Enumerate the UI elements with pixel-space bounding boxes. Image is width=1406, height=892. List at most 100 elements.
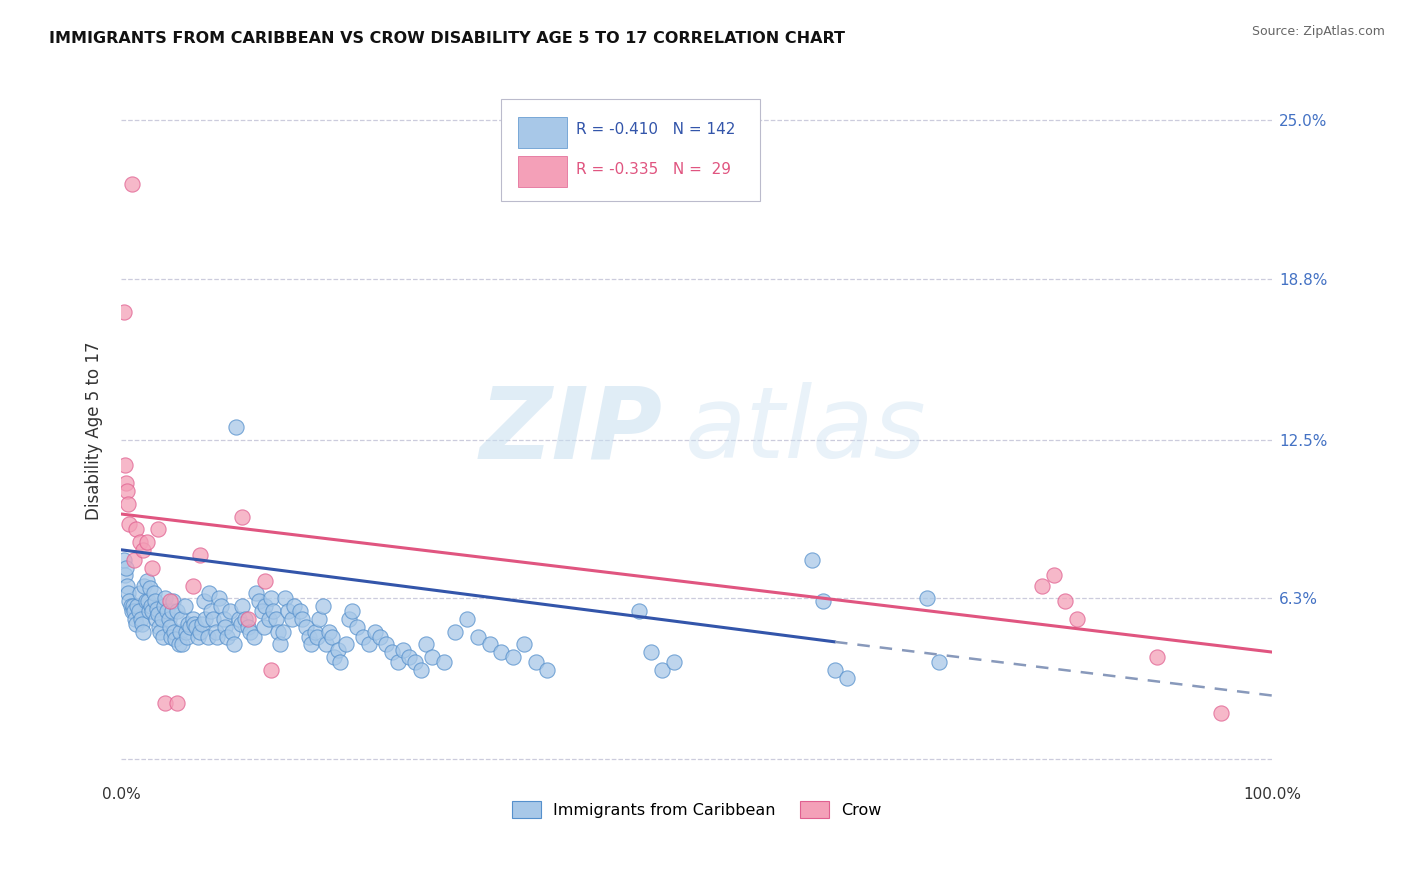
Immigrants from Caribbean <box>186 619 208 633</box>
Immigrants from Caribbean <box>269 637 291 651</box>
Text: ZIP: ZIP <box>479 383 662 479</box>
Immigrants from Caribbean <box>318 624 340 639</box>
Immigrants from Caribbean <box>204 624 226 639</box>
Immigrants from Caribbean <box>444 624 467 639</box>
Immigrants from Caribbean <box>370 630 392 644</box>
Crow <box>148 522 170 536</box>
Immigrants from Caribbean <box>824 663 846 677</box>
FancyBboxPatch shape <box>519 156 567 186</box>
Immigrants from Caribbean <box>456 612 478 626</box>
Immigrants from Caribbean <box>291 612 314 626</box>
Immigrants from Caribbean <box>305 630 328 644</box>
Immigrants from Caribbean <box>250 604 273 618</box>
Text: R = -0.410   N = 142: R = -0.410 N = 142 <box>576 122 735 136</box>
Immigrants from Caribbean <box>176 630 198 644</box>
Immigrants from Caribbean <box>127 599 149 613</box>
Immigrants from Caribbean <box>174 624 197 639</box>
Crow <box>1031 579 1053 593</box>
Immigrants from Caribbean <box>141 599 163 613</box>
Immigrants from Caribbean <box>340 604 363 618</box>
Immigrants from Caribbean <box>198 586 221 600</box>
Immigrants from Caribbean <box>132 624 155 639</box>
Immigrants from Caribbean <box>135 574 157 588</box>
Immigrants from Caribbean <box>253 619 276 633</box>
Immigrants from Caribbean <box>335 637 357 651</box>
Immigrants from Caribbean <box>115 560 138 574</box>
Crow <box>159 594 181 608</box>
Immigrants from Caribbean <box>120 599 142 613</box>
Immigrants from Caribbean <box>121 599 143 613</box>
Immigrants from Caribbean <box>640 645 662 659</box>
Immigrants from Caribbean <box>141 604 163 618</box>
Immigrants from Caribbean <box>211 599 233 613</box>
Immigrants from Caribbean <box>167 637 190 651</box>
Immigrants from Caribbean <box>160 604 183 618</box>
Immigrants from Caribbean <box>139 581 162 595</box>
Immigrants from Caribbean <box>117 586 139 600</box>
Crow <box>1042 568 1064 582</box>
Crow <box>128 535 150 549</box>
Crow <box>153 696 176 710</box>
Crow <box>132 542 155 557</box>
Crow <box>181 579 204 593</box>
Immigrants from Caribbean <box>122 604 145 618</box>
Text: R = -0.335   N =  29: R = -0.335 N = 29 <box>576 161 731 177</box>
Immigrants from Caribbean <box>202 612 225 626</box>
Immigrants from Caribbean <box>112 553 135 567</box>
Immigrants from Caribbean <box>357 637 380 651</box>
Immigrants from Caribbean <box>433 656 456 670</box>
Immigrants from Caribbean <box>221 624 243 639</box>
Immigrants from Caribbean <box>315 637 337 651</box>
Immigrants from Caribbean <box>277 604 299 618</box>
Immigrants from Caribbean <box>346 619 368 633</box>
Immigrants from Caribbean <box>163 624 186 639</box>
Immigrants from Caribbean <box>218 604 240 618</box>
Immigrants from Caribbean <box>115 579 138 593</box>
Immigrants from Caribbean <box>478 637 501 651</box>
Immigrants from Caribbean <box>177 617 200 632</box>
Immigrants from Caribbean <box>489 645 512 659</box>
Immigrants from Caribbean <box>181 612 204 626</box>
Immigrants from Caribbean <box>274 591 297 606</box>
Crow <box>1054 594 1077 608</box>
Immigrants from Caribbean <box>502 650 524 665</box>
Immigrants from Caribbean <box>409 663 432 677</box>
Crow <box>118 517 141 532</box>
Immigrants from Caribbean <box>124 612 146 626</box>
Immigrants from Caribbean <box>513 637 536 651</box>
Crow <box>236 612 259 626</box>
Legend: Immigrants from Caribbean, Crow: Immigrants from Caribbean, Crow <box>506 795 889 824</box>
Crow <box>125 522 148 536</box>
Immigrants from Caribbean <box>157 612 180 626</box>
Crow <box>121 177 143 191</box>
Crow <box>115 476 138 491</box>
Immigrants from Caribbean <box>375 637 398 651</box>
Immigrants from Caribbean <box>121 604 143 618</box>
Immigrants from Caribbean <box>214 619 236 633</box>
Immigrants from Caribbean <box>288 604 311 618</box>
Immigrants from Caribbean <box>398 650 420 665</box>
Immigrants from Caribbean <box>233 612 256 626</box>
Text: IMMIGRANTS FROM CARIBBEAN VS CROW DISABILITY AGE 5 TO 17 CORRELATION CHART: IMMIGRANTS FROM CARIBBEAN VS CROW DISABI… <box>49 31 845 46</box>
Immigrants from Caribbean <box>835 671 858 685</box>
Immigrants from Caribbean <box>228 612 250 626</box>
Immigrants from Caribbean <box>148 619 170 633</box>
Immigrants from Caribbean <box>813 594 835 608</box>
Immigrants from Caribbean <box>150 612 173 626</box>
Y-axis label: Disability Age 5 to 17: Disability Age 5 to 17 <box>86 342 103 520</box>
Crow <box>231 509 253 524</box>
Immigrants from Caribbean <box>326 642 349 657</box>
Immigrants from Caribbean <box>149 624 172 639</box>
Crow <box>166 696 188 710</box>
Immigrants from Caribbean <box>225 420 247 434</box>
Immigrants from Caribbean <box>260 591 283 606</box>
Immigrants from Caribbean <box>245 586 267 600</box>
Immigrants from Caribbean <box>404 656 426 670</box>
Crow <box>188 548 211 562</box>
Immigrants from Caribbean <box>118 594 141 608</box>
Immigrants from Caribbean <box>628 604 651 618</box>
Immigrants from Caribbean <box>308 612 330 626</box>
Immigrants from Caribbean <box>283 599 305 613</box>
Immigrants from Caribbean <box>114 568 136 582</box>
Immigrants from Caribbean <box>392 642 415 657</box>
